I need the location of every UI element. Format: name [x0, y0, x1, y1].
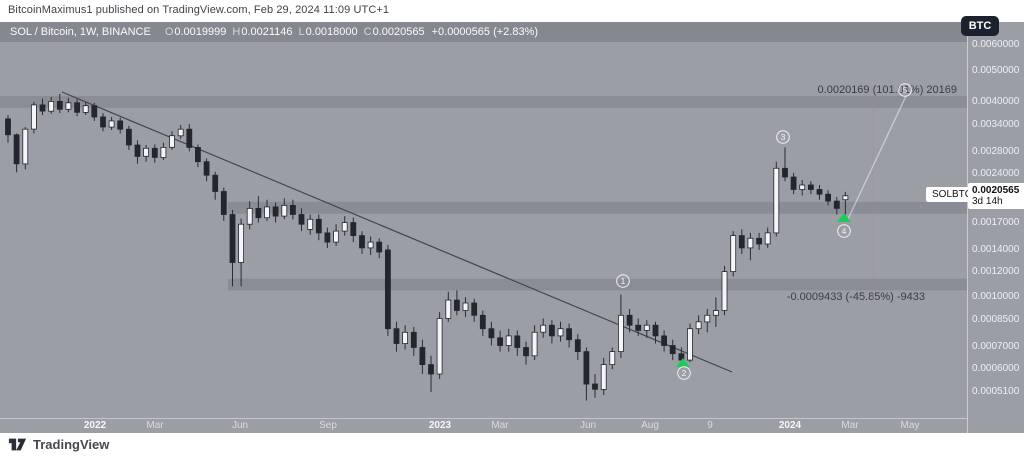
tradingview-brand[interactable]: TradingView	[33, 437, 110, 452]
time-tick-label: Aug	[641, 420, 659, 431]
price-tick-label: 0.0060000	[972, 39, 1020, 50]
time-tick-label: Sep	[319, 420, 337, 431]
stop-annotation: -0.0009433 (-45.85%) -9433	[786, 291, 925, 303]
price-tick-label: 0.0034000	[972, 119, 1020, 130]
ohlc-key: H	[232, 26, 241, 38]
tradingview-logo-icon	[8, 438, 27, 451]
time-tick-label: May	[900, 420, 920, 431]
current-price-value: 0.0020565	[972, 185, 1020, 196]
price-tick-label: 0.0028000	[972, 146, 1020, 157]
price-tick-label: 0.0050000	[972, 65, 1020, 76]
currency-toggle-btc[interactable]: BTC	[961, 16, 999, 36]
target-annotation: 0.0020169 (101.01%) 20169	[817, 84, 957, 96]
symbol-price-tag: SOLBTC	[926, 187, 979, 202]
ohlc-key: C	[363, 26, 372, 38]
time-tick-label: Mar	[491, 420, 509, 431]
bar-countdown: 3d 14h	[972, 196, 1003, 207]
time-tick-label: Mar	[146, 420, 164, 431]
symbol-title: SOL / Bitcoin, 1W, BINANCE	[10, 26, 151, 38]
time-tick-label: Mar	[841, 420, 859, 431]
change-readout: +0.0000565 (+2.83%)	[431, 26, 539, 38]
time-tick-label: 9	[707, 420, 713, 431]
price-tick-label: 0.0006000	[972, 363, 1020, 374]
time-tick-label: 2024	[778, 420, 802, 431]
attribution-text: BitcoinMaximus1 published on TradingView…	[8, 4, 390, 16]
ohlc-value: 0.0021146	[241, 26, 293, 38]
ohlc-readout: O0.0019999 H0.0021146 L0.0018000 C0.0020565	[159, 26, 425, 38]
ohlc-value: 0.0018000	[305, 26, 358, 38]
ohlc-key: O	[164, 26, 174, 38]
time-tick-label: 2023	[428, 420, 452, 431]
price-tick-label: 0.0008500	[972, 314, 1020, 325]
price-tick-label: 0.0040000	[972, 96, 1020, 107]
price-tick-label: 0.0010000	[972, 291, 1020, 302]
price-tick-label: 0.0007000	[972, 341, 1020, 352]
time-axis[interactable]: 2022 Mar Jun Sep 2023 Mar Jun Aug 9 2024 Mar May	[0, 418, 1024, 433]
price-tick-label: 0.0005100	[972, 386, 1020, 397]
price-tick-label: 0.0012000	[972, 266, 1020, 277]
price-tick-label: 0.0014000	[972, 244, 1020, 255]
ohlc-value: 0.0019999	[174, 26, 227, 38]
time-axis-separator	[0, 418, 967, 419]
time-tick-label: Jun	[579, 420, 597, 431]
ohlc-value: 0.0020565	[372, 26, 425, 38]
price-axis-labels[interactable]: 0.0060000 0.0050000 0.0040000 0.0034000 0.00…	[967, 22, 1024, 418]
price-tick-label: 0.0024000	[972, 168, 1020, 179]
time-tick-label: 2022	[83, 420, 107, 431]
footer: TradingView	[8, 437, 109, 452]
price-axis[interactable]	[967, 22, 1024, 433]
chart-legend: SOL / Bitcoin, 1W, BINANCE O0.0019999 H0.…	[0, 22, 967, 42]
current-price-box: 0.0020565 3d 14h	[968, 183, 1024, 209]
price-tick-label: 0.0017000	[972, 217, 1020, 228]
time-tick-label: Jun	[231, 420, 249, 431]
ohlc-key: L	[298, 26, 305, 38]
